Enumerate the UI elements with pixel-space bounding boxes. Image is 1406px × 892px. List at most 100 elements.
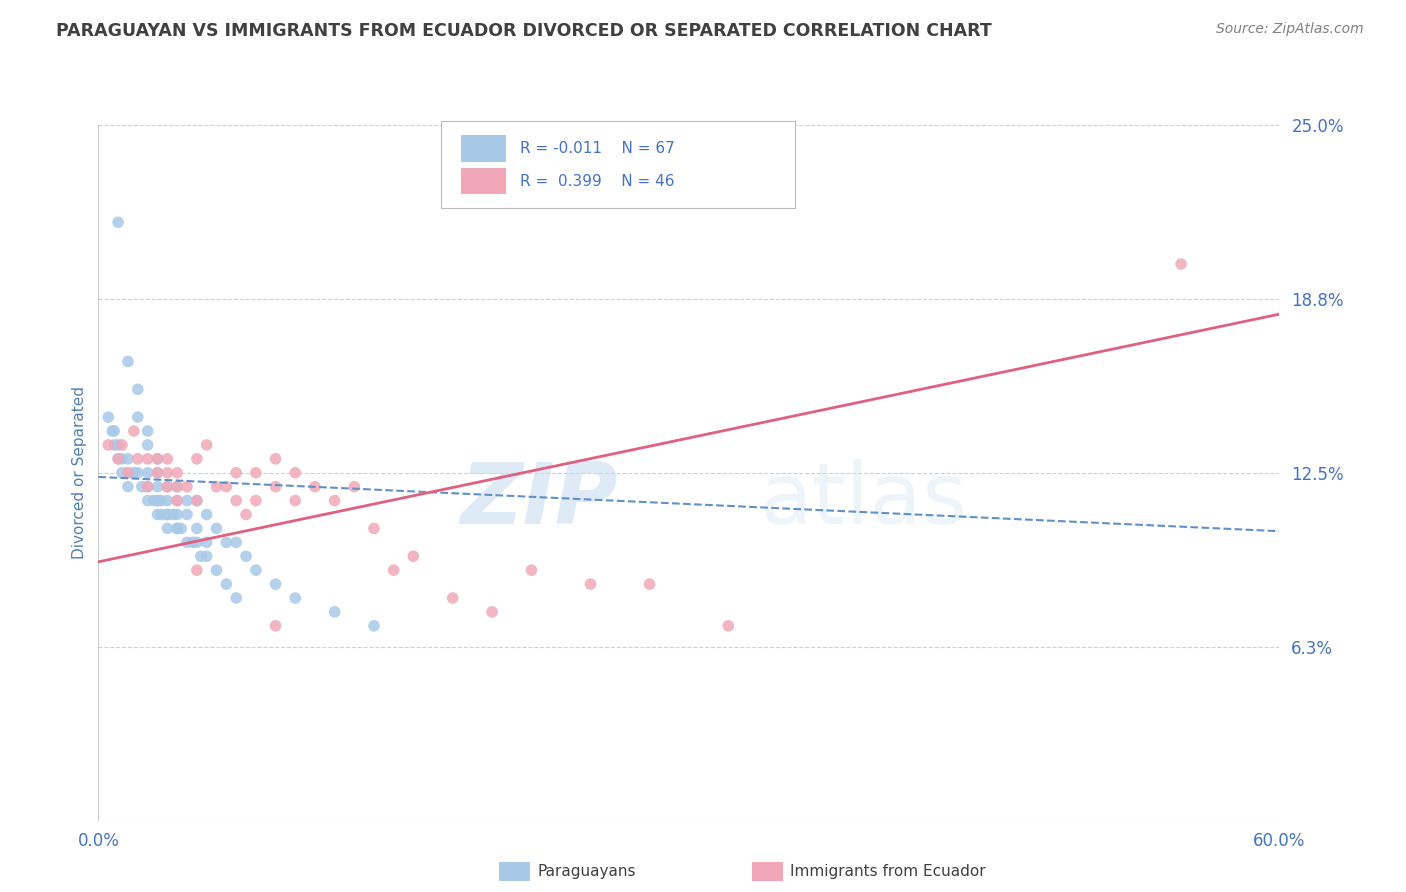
Point xyxy=(195,438,218,452)
Point xyxy=(323,605,346,619)
Text: atlas: atlas xyxy=(759,459,967,542)
Point xyxy=(146,466,169,480)
Point xyxy=(166,521,188,535)
Point xyxy=(195,549,218,564)
Point xyxy=(481,605,503,619)
Point xyxy=(146,451,169,466)
Point xyxy=(186,493,208,508)
Point xyxy=(264,619,287,633)
Point xyxy=(146,493,169,508)
Point xyxy=(717,619,740,633)
Point xyxy=(156,493,179,508)
Point xyxy=(97,438,120,452)
Point xyxy=(103,424,125,438)
Point xyxy=(225,535,247,549)
Point xyxy=(111,451,134,466)
Point xyxy=(156,451,179,466)
Point xyxy=(284,591,307,605)
Point xyxy=(97,410,120,425)
Point xyxy=(146,480,169,494)
Point xyxy=(101,424,124,438)
Point xyxy=(166,466,188,480)
Point xyxy=(441,591,464,605)
Point xyxy=(245,563,267,577)
Point xyxy=(363,521,385,535)
Point xyxy=(131,480,153,494)
Point xyxy=(156,508,179,522)
FancyBboxPatch shape xyxy=(461,136,506,161)
Point xyxy=(111,466,134,480)
Point xyxy=(579,577,602,591)
Point xyxy=(166,521,188,535)
Point xyxy=(136,493,159,508)
Point xyxy=(117,480,139,494)
Point xyxy=(122,424,145,438)
Point xyxy=(176,508,198,522)
Text: Paraguayans: Paraguayans xyxy=(537,864,636,879)
Point xyxy=(111,438,134,452)
Point xyxy=(304,480,326,494)
Point xyxy=(156,508,179,522)
Point xyxy=(264,577,287,591)
Point xyxy=(245,466,267,480)
Point xyxy=(117,466,139,480)
Point xyxy=(107,438,129,452)
Point xyxy=(146,451,169,466)
Point xyxy=(225,591,247,605)
Y-axis label: Divorced or Separated: Divorced or Separated xyxy=(72,386,87,559)
Point xyxy=(166,480,188,494)
Point xyxy=(146,508,169,522)
Point xyxy=(215,480,238,494)
Point xyxy=(150,508,173,522)
Point xyxy=(156,521,179,535)
Point xyxy=(186,535,208,549)
Point xyxy=(156,480,179,494)
Point xyxy=(117,354,139,368)
FancyBboxPatch shape xyxy=(461,168,506,194)
Point xyxy=(146,466,169,480)
Point xyxy=(205,563,228,577)
Point xyxy=(638,577,661,591)
Point xyxy=(343,480,366,494)
Text: Source: ZipAtlas.com: Source: ZipAtlas.com xyxy=(1216,22,1364,37)
Point xyxy=(136,466,159,480)
Point xyxy=(122,466,145,480)
Point xyxy=(186,563,208,577)
Point xyxy=(225,466,247,480)
Point xyxy=(205,480,228,494)
Point xyxy=(363,619,385,633)
Point xyxy=(205,521,228,535)
Text: Immigrants from Ecuador: Immigrants from Ecuador xyxy=(790,864,986,879)
Text: R =  0.399    N = 46: R = 0.399 N = 46 xyxy=(520,174,675,189)
Point xyxy=(264,480,287,494)
FancyBboxPatch shape xyxy=(441,121,796,209)
Point xyxy=(186,451,208,466)
Point xyxy=(136,424,159,438)
Point xyxy=(107,451,129,466)
Point xyxy=(156,480,179,494)
Point xyxy=(190,549,212,564)
Point xyxy=(103,438,125,452)
Point xyxy=(186,493,208,508)
Point xyxy=(225,493,247,508)
Point xyxy=(235,508,257,522)
Point xyxy=(264,451,287,466)
Point xyxy=(166,493,188,508)
Point xyxy=(127,382,149,396)
Point xyxy=(520,563,543,577)
Point xyxy=(195,535,218,549)
Point xyxy=(323,493,346,508)
Point xyxy=(170,521,193,535)
Point xyxy=(235,549,257,564)
Point xyxy=(127,466,149,480)
Point xyxy=(162,508,184,522)
Point xyxy=(166,508,188,522)
Text: R = -0.011    N = 67: R = -0.011 N = 67 xyxy=(520,141,675,156)
Point xyxy=(176,535,198,549)
Point xyxy=(127,451,149,466)
Point xyxy=(176,493,198,508)
Point xyxy=(127,410,149,425)
Point xyxy=(150,493,173,508)
Point xyxy=(117,466,139,480)
Point xyxy=(195,508,218,522)
